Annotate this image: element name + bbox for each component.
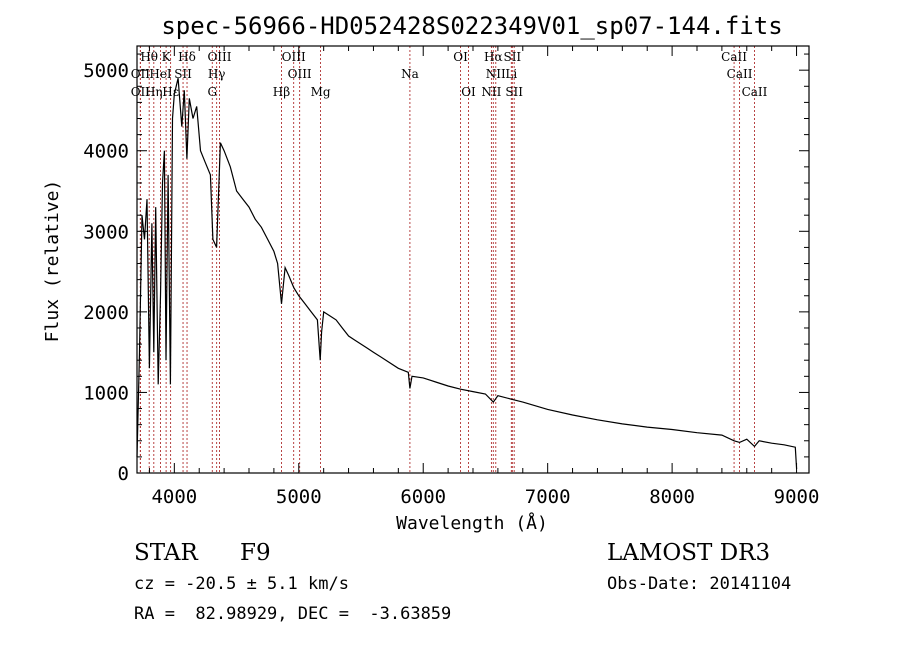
spectral-line-label: OI	[453, 50, 468, 64]
coordinates: RA = 82.98929, DEC = -3.63859	[134, 604, 452, 624]
y-tick-label: 2000	[83, 302, 129, 324]
y-tick-label: 0	[118, 463, 129, 485]
axis-ticks: 4000 5000 6000 7000 8000 9000 0 1000 2000 3000 400…	[83, 46, 819, 508]
y-tick-label: 3000	[83, 221, 129, 243]
x-tick-label: 4000	[151, 486, 197, 508]
spectral-line-label: OIII	[282, 50, 306, 64]
spectral-line-label: Li	[505, 67, 517, 81]
spectral-line-label: OIII	[207, 50, 231, 64]
y-tick-label: 1000	[83, 382, 129, 404]
x-tick-label: 5000	[276, 486, 322, 508]
chart-title: spec-56966-HD052428S022349V01_sp07-144.f…	[161, 12, 782, 40]
spectral-line-label: SII	[174, 67, 192, 81]
x-tick-label: 6000	[400, 486, 446, 508]
object-class: STAR	[134, 540, 198, 566]
spectral-line-label: Hγ	[208, 67, 226, 81]
x-tick-label: 7000	[525, 486, 571, 508]
spectral-line-label: HeI	[149, 67, 172, 81]
object-subclass: F9	[240, 540, 271, 566]
spectral-line-label: Hα	[484, 50, 503, 64]
y-tick-label: 5000	[83, 60, 129, 82]
spectral-line-label: G	[207, 85, 217, 99]
x-tick-label: 9000	[774, 486, 820, 508]
spectral-line-markers	[139, 46, 755, 473]
spectral-line-label: OI	[461, 85, 476, 99]
y-tick-label: 4000	[83, 141, 129, 163]
spectral-line-label: Hθ	[140, 50, 158, 64]
spectral-line-label: Hη	[145, 85, 163, 99]
spectral-line-label: Hδ	[178, 50, 196, 64]
x-axis-label: Wavelength (Å)	[396, 512, 548, 534]
x-tick-label: 8000	[649, 486, 695, 508]
spectral-line-label: CaII	[721, 50, 747, 64]
spectral-line-label: SII	[505, 85, 523, 99]
spectral-line-label: NII	[486, 67, 506, 81]
spectral-line-label: Hβ	[273, 85, 290, 99]
spectral-line-label: OII	[131, 85, 151, 99]
spectral-line-label: K	[162, 50, 172, 64]
spectral-line-label: OII	[131, 67, 151, 81]
spectral-line-label: Mg	[311, 85, 331, 99]
spectrum-series-line	[136, 78, 798, 470]
survey-name: LAMOST DR3	[607, 540, 771, 566]
spectral-line-label: CaII	[727, 67, 753, 81]
spectral-line-label: OIII	[288, 67, 312, 81]
y-axis-label: Flux (relative)	[42, 180, 63, 343]
spectral-line-label: SII	[503, 50, 521, 64]
observation-date: Obs-Date: 20141104	[607, 574, 792, 594]
spectral-line-label: CaII	[742, 85, 768, 99]
spectral-line-label: Na	[401, 67, 419, 81]
spectral-line-label: NII	[481, 85, 501, 99]
redshift-cz: cz = -20.5 ± 5.1 km/s	[134, 574, 349, 594]
plot-frame	[136, 45, 810, 474]
